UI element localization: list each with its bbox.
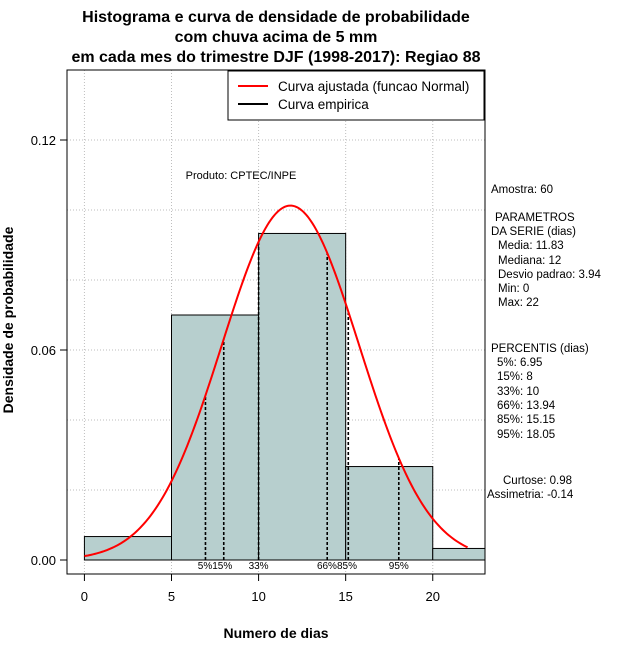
stat-max: Max: 22 [498, 297, 539, 309]
percentile-lines [204, 241, 400, 560]
stat-p85: 85%: 15.15 [497, 414, 555, 426]
stat-std-dev: Desvio padrao: 3.94 [498, 269, 602, 281]
legend-label-fitted-curve: Curva ajustada (funcao Normal) [278, 79, 469, 94]
x-tick-label-4: 20 [426, 589, 440, 604]
percentile-label-2: 66%85% [317, 561, 357, 572]
histogram-bar-4 [432, 547, 486, 561]
histogram-bar-2 [258, 232, 347, 561]
legend-label-empirical-curve: Curva empirica [278, 97, 369, 112]
x-axis-title: Numero de dias [223, 625, 328, 641]
percentiles-header: PERCENTIS (dias) [491, 343, 589, 355]
y-tick-label-1: 0.06 [31, 343, 56, 358]
percentile-label-0: 5%15% [198, 561, 233, 572]
x-tick-label-0: 0 [81, 589, 88, 604]
histogram-bars [83, 232, 486, 561]
stats-panel: Amostra: 60 PARAMETROS DA SERIE (dias) M… [487, 184, 602, 501]
params-header-line-2: DA SERIE (dias) [491, 226, 576, 238]
histogram-bar-3 [345, 466, 434, 561]
chart-title-line-3: em cada mes do trimestre DJF (1998-2017)… [71, 49, 480, 66]
x-tick-label-1: 5 [168, 589, 175, 604]
percentile-label-1: 33% [249, 561, 269, 572]
legend-box [227, 70, 485, 121]
stat-p33: 33%: 10 [497, 386, 539, 398]
stat-sample: Amostra: 60 [491, 184, 553, 196]
percentile-label-3: 95% [389, 561, 409, 572]
stat-p66: 66%: 13.94 [497, 400, 556, 412]
x-tick-label-3: 15 [338, 589, 352, 604]
y-tick-label-0: 0.00 [31, 553, 56, 568]
stat-p15: 15%: 8 [497, 371, 533, 383]
stat-skewness: Assimetria: -0.14 [487, 489, 574, 501]
stat-mean: Media: 11.83 [498, 240, 564, 252]
histogram-bar-1 [171, 314, 260, 561]
y-tick-label-2: 0.12 [31, 133, 56, 148]
x-axis: 0 5 10 15 20 [81, 573, 440, 604]
normal-curve [84, 204, 469, 558]
stat-median: Mediana: 12 [498, 255, 561, 267]
percentile-labels: 5%15% 33% 66%85% 95% [198, 561, 409, 572]
histogram-bar-0 [83, 536, 172, 561]
y-axis-title: Densidade de probabilidade [0, 226, 16, 413]
legend: Curva ajustada (funcao Normal) Curva emp… [227, 70, 485, 121]
x-tick-label-2: 10 [251, 589, 265, 604]
stat-p5: 5%: 6.95 [497, 357, 542, 369]
chart-title-line-1: Histograma e curva de densidade de proba… [82, 9, 470, 26]
stat-p95: 95%: 18.05 [497, 429, 555, 441]
normal-curve-path [84, 204, 469, 558]
chart-title-line-2: com chuva acima de 5 mm [175, 29, 378, 46]
stat-kurtosis: Curtose: 0.98 [503, 475, 572, 487]
stat-min: Min: 0 [498, 283, 529, 295]
y-axis: 0.00 0.06 0.12 [31, 133, 68, 568]
product-annotation: Produto: CPTEC/INPE [186, 170, 297, 182]
params-header-line-1: PARAMETROS [495, 212, 575, 224]
